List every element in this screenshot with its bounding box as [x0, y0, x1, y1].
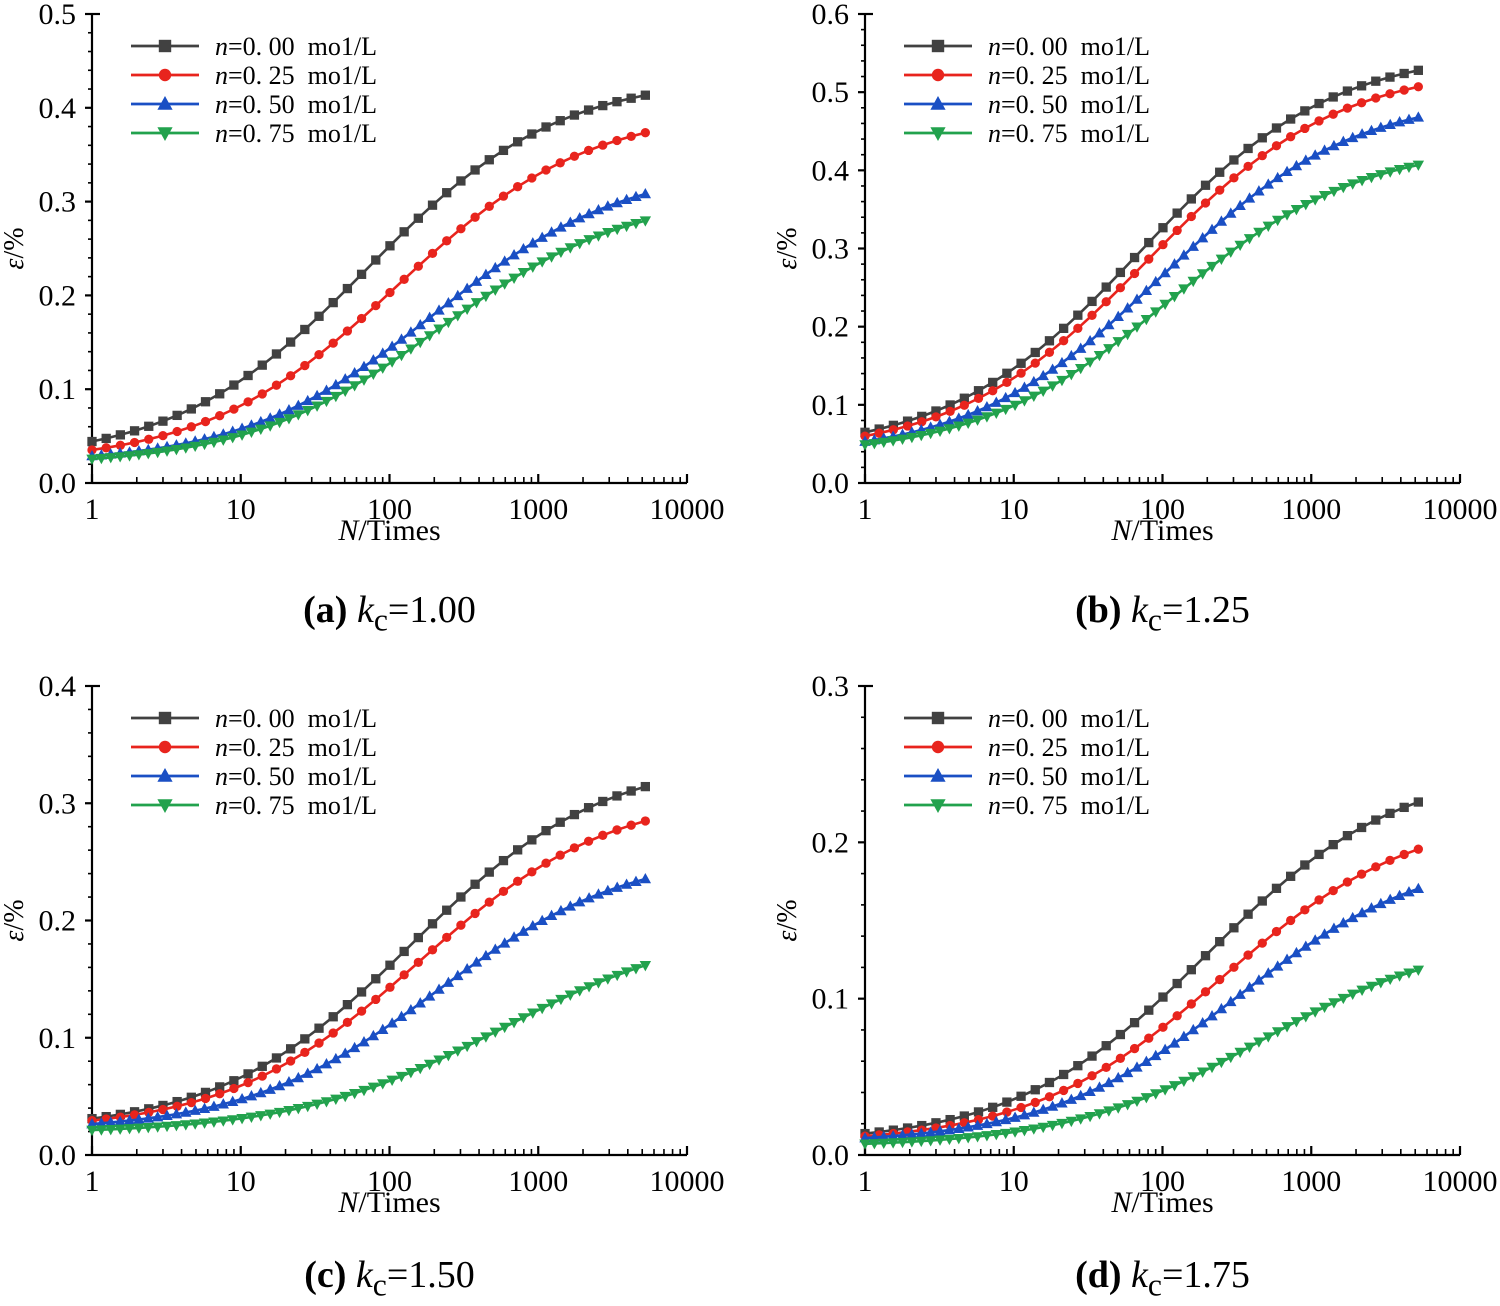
- svg-text:n=0. 00 mo1/L: n=0. 00 mo1/L: [988, 704, 1150, 733]
- svg-text:1000: 1000: [1281, 493, 1341, 526]
- svg-text:0.1: 0.1: [39, 1022, 77, 1055]
- svg-text:0.0: 0.0: [39, 1139, 77, 1172]
- svg-text:1: 1: [85, 493, 100, 526]
- svg-text:n=0. 00 mo1/L: n=0. 00 mo1/L: [215, 704, 377, 733]
- svg-text:0.4: 0.4: [39, 672, 77, 703]
- svg-text:n=0. 00 mo1/L: n=0. 00 mo1/L: [215, 32, 377, 61]
- svg-text:10: 10: [999, 493, 1029, 526]
- svg-text:n=0. 25 mo1/L: n=0. 25 mo1/L: [215, 733, 377, 762]
- svg-text:0.4: 0.4: [39, 92, 77, 125]
- svg-text:n=0. 25 mo1/L: n=0. 25 mo1/L: [215, 61, 377, 90]
- svg-text:0.0: 0.0: [812, 467, 850, 500]
- svg-text:1: 1: [85, 1165, 100, 1198]
- svg-text:n=0. 25 mo1/L: n=0. 25 mo1/L: [988, 733, 1150, 762]
- svg-text:0.1: 0.1: [39, 373, 77, 406]
- svg-text:n=0. 50 mo1/L: n=0. 50 mo1/L: [988, 762, 1150, 791]
- svg-text:n=0. 75 mo1/L: n=0. 75 mo1/L: [988, 791, 1150, 820]
- svg-text:n=0. 75 mo1/L: n=0. 75 mo1/L: [988, 119, 1150, 148]
- svg-text:10: 10: [999, 1165, 1029, 1198]
- svg-text:0.6: 0.6: [812, 0, 850, 31]
- svg-text:N/Times: N/Times: [337, 514, 440, 547]
- svg-text:n=0. 75 mo1/L: n=0. 75 mo1/L: [215, 791, 377, 820]
- svg-text:ε/%: ε/%: [772, 899, 803, 941]
- svg-text:0.2: 0.2: [39, 905, 77, 938]
- svg-text:0.3: 0.3: [39, 787, 77, 820]
- svg-text:0.0: 0.0: [39, 467, 77, 500]
- svg-text:0.4: 0.4: [812, 154, 850, 187]
- svg-text:10000: 10000: [650, 1165, 725, 1198]
- svg-text:0.2: 0.2: [39, 279, 77, 312]
- svg-text:0.0: 0.0: [812, 1139, 850, 1172]
- svg-text:N/Times: N/Times: [337, 1186, 440, 1219]
- svg-text:1: 1: [858, 1165, 873, 1198]
- svg-text:1000: 1000: [508, 1165, 568, 1198]
- svg-text:n=0. 25 mo1/L: n=0. 25 mo1/L: [988, 61, 1150, 90]
- svg-text:10: 10: [226, 1165, 256, 1198]
- svg-text:0.2: 0.2: [812, 311, 850, 344]
- svg-text:0.2: 0.2: [812, 826, 850, 859]
- svg-text:0.3: 0.3: [812, 233, 850, 266]
- svg-text:10000: 10000: [1423, 1165, 1498, 1198]
- svg-text:0.1: 0.1: [812, 389, 850, 422]
- svg-text:0.5: 0.5: [39, 0, 77, 31]
- svg-text:0.3: 0.3: [812, 672, 850, 703]
- svg-text:n=0. 50 mo1/L: n=0. 50 mo1/L: [215, 762, 377, 791]
- svg-text:n=0. 00 mo1/L: n=0. 00 mo1/L: [988, 32, 1150, 61]
- svg-text:0.5: 0.5: [812, 76, 850, 109]
- svg-text:0.3: 0.3: [39, 186, 77, 219]
- svg-text:0.1: 0.1: [812, 983, 850, 1016]
- svg-text:ε/%: ε/%: [772, 227, 803, 269]
- svg-text:1000: 1000: [508, 493, 568, 526]
- svg-text:ε/%: ε/%: [0, 227, 30, 269]
- svg-text:n=0. 50 mo1/L: n=0. 50 mo1/L: [215, 90, 377, 119]
- svg-text:10000: 10000: [650, 493, 725, 526]
- svg-text:1000: 1000: [1281, 1165, 1341, 1198]
- svg-text:n=0. 75 mo1/L: n=0. 75 mo1/L: [215, 119, 377, 148]
- svg-text:10000: 10000: [1423, 493, 1498, 526]
- svg-text:ε/%: ε/%: [0, 899, 30, 941]
- svg-text:10: 10: [226, 493, 256, 526]
- svg-text:n=0. 50 mo1/L: n=0. 50 mo1/L: [988, 90, 1150, 119]
- svg-text:N/Times: N/Times: [1110, 514, 1213, 547]
- svg-text:N/Times: N/Times: [1110, 1186, 1213, 1219]
- svg-text:1: 1: [858, 493, 873, 526]
